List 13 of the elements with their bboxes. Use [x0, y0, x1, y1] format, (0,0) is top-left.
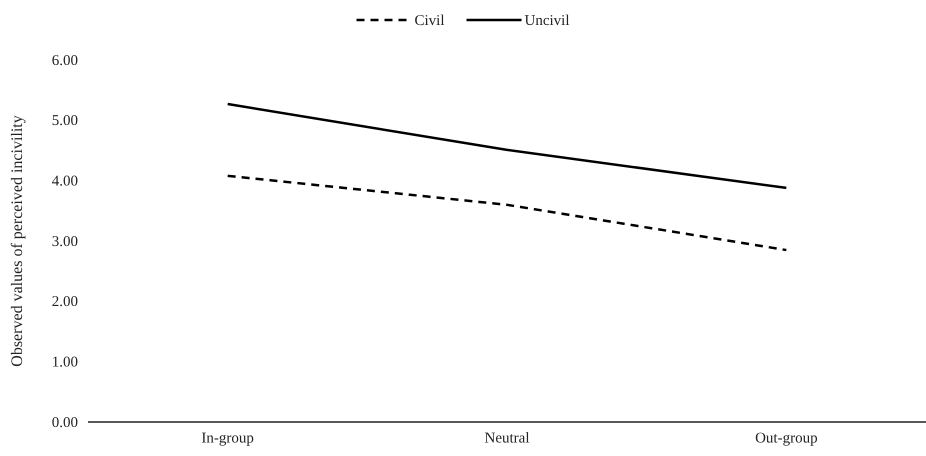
legend-label: Uncivil [524, 13, 570, 29]
y-tick-label: 1.00 [52, 354, 78, 370]
y-tick-label: 3.00 [52, 234, 78, 250]
x-tick-label: Out-group [755, 430, 818, 447]
y-axis-title: Observed values of perceived incivility [9, 115, 26, 367]
y-tick-label: 2.00 [52, 294, 78, 310]
y-tick-label: 5.00 [52, 113, 78, 130]
y-tick-label: 0.00 [52, 414, 78, 431]
y-tick-label: 6.00 [52, 52, 78, 69]
y-tick-label: 4.00 [52, 173, 78, 190]
x-tick-label: In-group [201, 430, 254, 447]
legend-label: Civil [414, 13, 445, 29]
x-tick-label: Neutral [484, 430, 530, 447]
